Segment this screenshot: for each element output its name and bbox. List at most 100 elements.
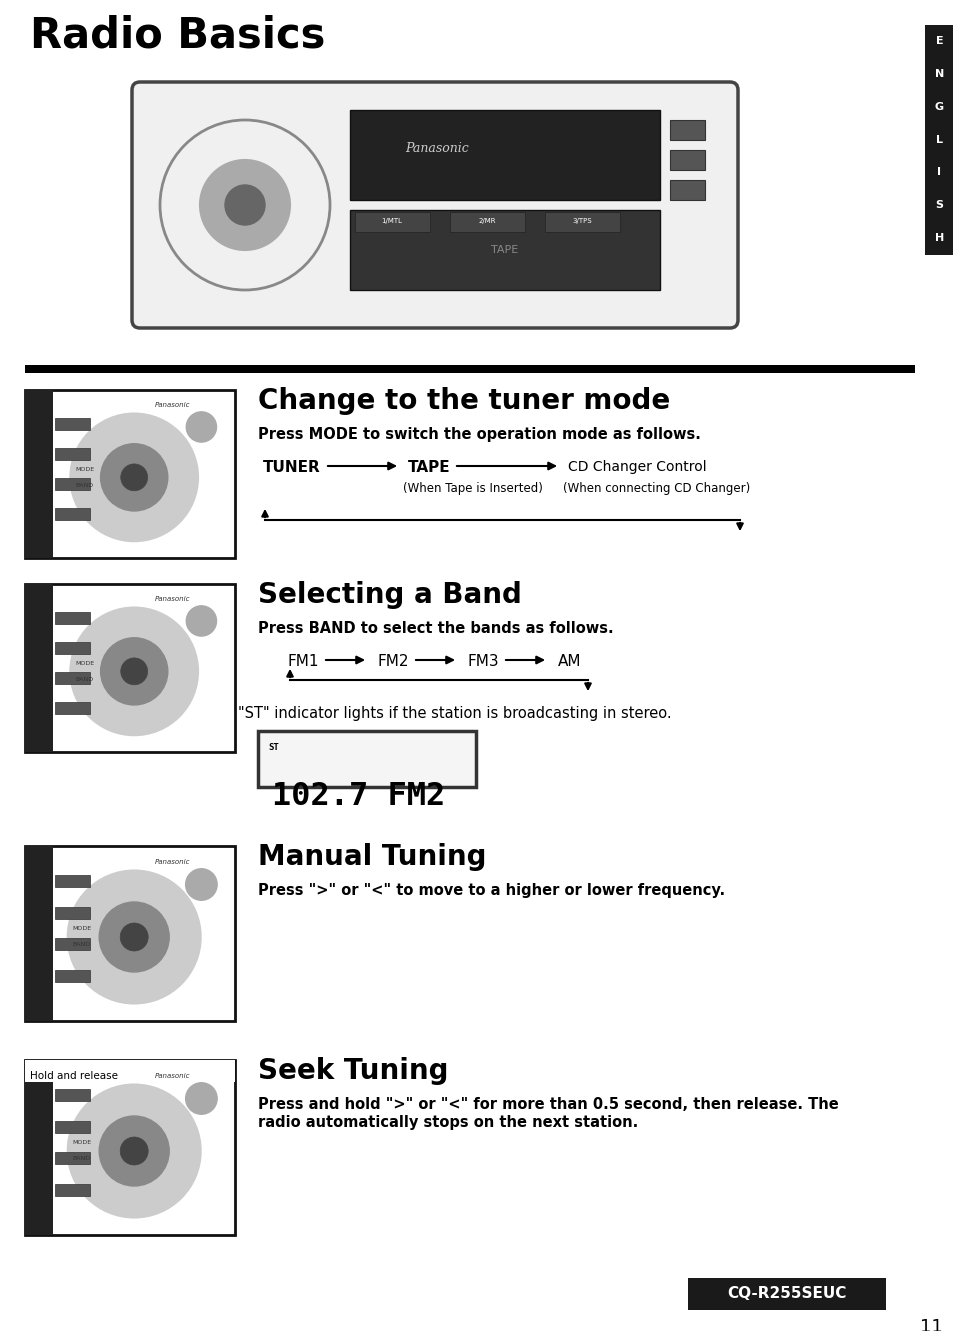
Bar (25, 847, 234, 1021)
Text: BAND: BAND (72, 1157, 91, 1162)
Circle shape (186, 1082, 217, 1114)
Text: Panasonic: Panasonic (155, 1073, 191, 1078)
Text: Manual Tuning: Manual Tuning (257, 843, 486, 870)
Text: 3/TPS: 3/TPS (572, 218, 591, 224)
Bar (55, 1183, 90, 1195)
Bar (55, 478, 90, 490)
Text: FM1: FM1 (288, 654, 319, 669)
Bar (55, 969, 90, 981)
Text: N: N (934, 69, 943, 79)
Circle shape (68, 870, 200, 1004)
Bar (55, 612, 90, 624)
Text: MODE: MODE (72, 1141, 91, 1146)
Text: Seek Tuning: Seek Tuning (257, 1057, 448, 1085)
Circle shape (99, 902, 169, 972)
Text: H: H (934, 233, 943, 244)
Circle shape (100, 443, 168, 511)
Text: AM: AM (558, 654, 581, 669)
FancyBboxPatch shape (132, 83, 738, 327)
Text: MODE: MODE (72, 926, 91, 932)
Bar (55, 874, 90, 886)
Bar (544, 212, 619, 232)
Text: 1/MTL: 1/MTL (381, 218, 402, 224)
Circle shape (186, 869, 217, 900)
Bar (55, 703, 90, 715)
Text: L: L (935, 134, 942, 145)
Bar (55, 508, 90, 520)
Text: FM2: FM2 (377, 654, 409, 669)
Bar (55, 1153, 90, 1165)
Bar (350, 210, 659, 290)
Bar (25, 1059, 234, 1082)
Text: Press BAND to select the bands as follows.: Press BAND to select the bands as follow… (257, 622, 613, 636)
Text: Radio Basics: Radio Basics (30, 15, 325, 57)
Text: Panasonic: Panasonic (405, 141, 468, 154)
Circle shape (100, 638, 168, 705)
Bar (55, 418, 90, 430)
Bar (25, 584, 53, 752)
Bar (450, 212, 524, 232)
Bar (55, 447, 90, 459)
Circle shape (120, 922, 148, 952)
Text: Panasonic: Panasonic (155, 402, 191, 409)
Text: E: E (935, 36, 943, 47)
Bar (355, 212, 430, 232)
Text: 102.7 FM2: 102.7 FM2 (272, 781, 445, 812)
Bar (55, 642, 90, 654)
Text: S: S (935, 200, 943, 210)
Circle shape (71, 414, 198, 542)
Text: (When connecting CD Changer): (When connecting CD Changer) (562, 482, 749, 495)
Bar (25, 390, 53, 558)
Text: G: G (934, 101, 943, 112)
Bar (257, 731, 476, 787)
Text: BAND: BAND (75, 483, 93, 488)
Text: MODE: MODE (75, 467, 94, 473)
Bar (25, 584, 234, 752)
Bar (924, 25, 953, 256)
Text: Press MODE to switch the operation mode as follows.: Press MODE to switch the operation mode … (257, 427, 700, 442)
Text: FM3: FM3 (468, 654, 499, 669)
Text: Selecting a Band: Selecting a Band (257, 582, 521, 610)
Text: Panasonic: Panasonic (155, 858, 191, 865)
Bar (120, 68, 749, 338)
Circle shape (121, 465, 148, 491)
Circle shape (120, 1137, 148, 1165)
Text: CD Changer Control: CD Changer Control (567, 461, 706, 474)
Bar (350, 110, 659, 200)
Circle shape (99, 1115, 169, 1186)
Text: BAND: BAND (72, 942, 91, 948)
Text: 11: 11 (919, 1318, 942, 1331)
Text: MODE: MODE (75, 662, 94, 666)
Text: TAPE: TAPE (408, 461, 450, 475)
Bar (25, 390, 234, 558)
Bar (25, 365, 914, 373)
Text: ST: ST (268, 743, 278, 752)
Circle shape (225, 185, 265, 225)
Bar (55, 672, 90, 684)
Bar (669, 120, 704, 140)
Text: (When Tape is Inserted): (When Tape is Inserted) (402, 482, 542, 495)
Bar (25, 847, 53, 1021)
Text: Hold and release: Hold and release (30, 1071, 118, 1081)
Bar (25, 1059, 53, 1235)
Bar (55, 906, 90, 918)
Circle shape (186, 411, 216, 442)
Text: TAPE: TAPE (491, 245, 518, 256)
Text: Change to the tuner mode: Change to the tuner mode (257, 387, 670, 415)
Text: Panasonic: Panasonic (155, 596, 191, 602)
Bar (55, 938, 90, 950)
Bar (669, 180, 704, 200)
Bar (687, 1278, 885, 1310)
Bar (55, 1121, 90, 1133)
Bar (55, 1089, 90, 1101)
Text: Press ">" or "<" to move to a higher or lower frequency.: Press ">" or "<" to move to a higher or … (257, 882, 724, 898)
Bar (25, 1059, 234, 1235)
Circle shape (68, 1085, 200, 1218)
Text: radio automatically stops on the next station.: radio automatically stops on the next st… (257, 1115, 638, 1130)
Text: TUNER: TUNER (263, 461, 320, 475)
Text: "ST" indicator lights if the station is broadcasting in stereo.: "ST" indicator lights if the station is … (237, 705, 671, 721)
Text: 2/MR: 2/MR (477, 218, 496, 224)
Circle shape (71, 607, 198, 735)
Circle shape (186, 606, 216, 636)
Text: Press and hold ">" or "<" for more than 0.5 second, then release. The: Press and hold ">" or "<" for more than … (257, 1097, 838, 1111)
